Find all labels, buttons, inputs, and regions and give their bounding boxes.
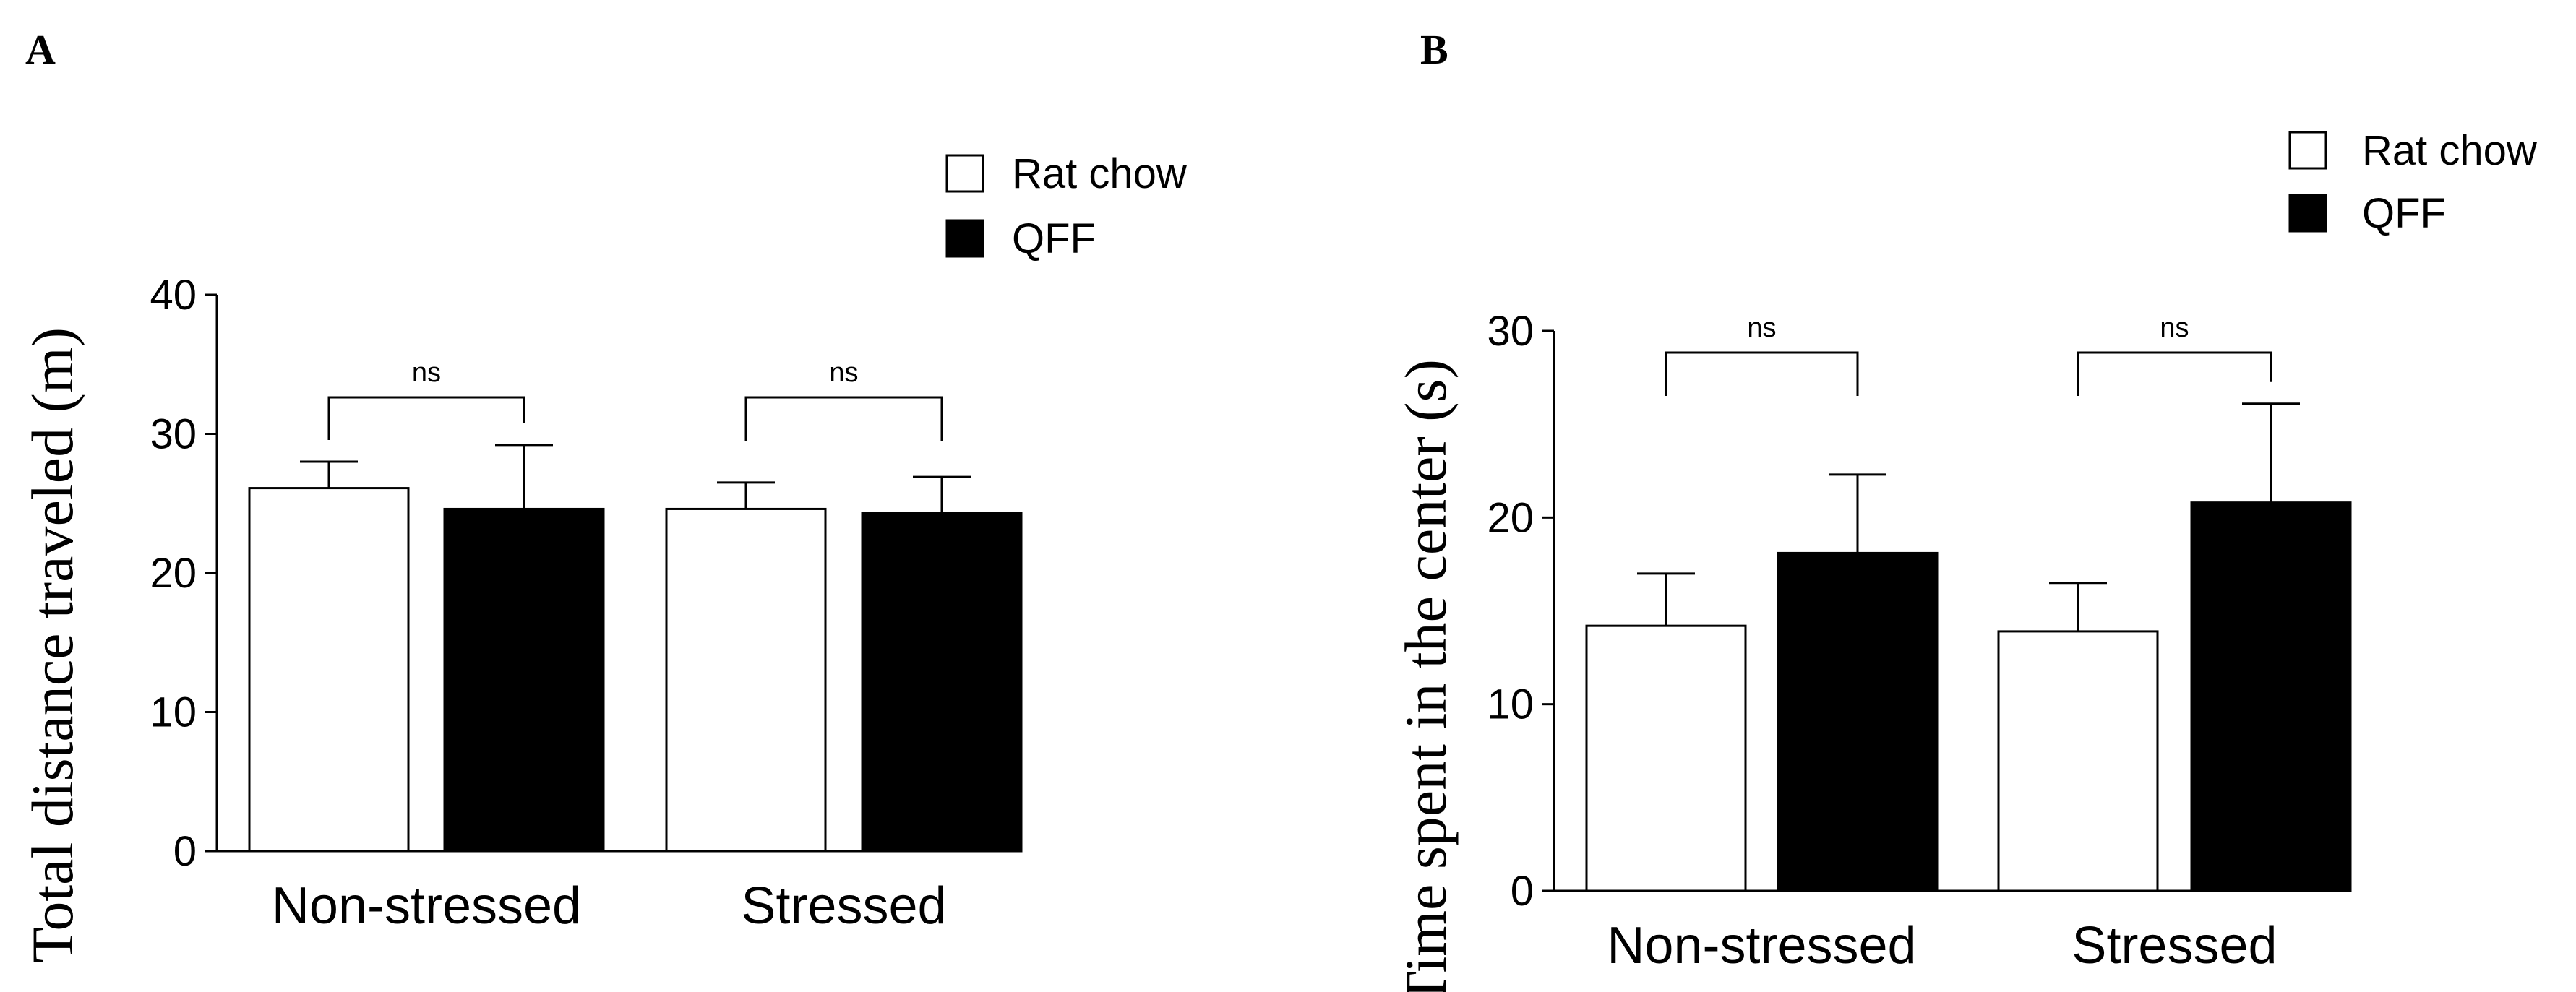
y-tick-label: 30	[150, 411, 197, 458]
significance-label: ns	[829, 358, 858, 388]
legend-label: QFF	[2362, 190, 2446, 237]
y-tick-label: 40	[150, 272, 197, 319]
significance-bracket	[1665, 351, 1859, 396]
bar-non-stressed-rat-chow	[248, 487, 410, 853]
legend-label: Rat chow	[1012, 150, 1188, 197]
legend-swatch-rat-chow	[945, 154, 984, 193]
y-tick-label: 10	[150, 689, 197, 736]
bar-stressed-qff	[2190, 501, 2352, 892]
y-tick-label: 10	[1487, 681, 1534, 728]
significance-label: ns	[1747, 313, 1776, 343]
significance-bracket	[327, 396, 525, 440]
bar-stressed-rat-chow	[1997, 630, 2159, 892]
legend-swatch-rat-chow	[2288, 131, 2327, 170]
significance-label: ns	[2160, 313, 2189, 343]
bar-non-stressed-qff	[1777, 551, 1939, 892]
chart-panel-b: 0 10 20 30 Time spent in the center (s) Non-s…	[1393, 127, 2538, 992]
y-tick-label: 20	[150, 550, 197, 597]
legend-label: QFF	[1012, 215, 1096, 262]
y-axis-title: Total distance traveled (m)	[20, 327, 85, 963]
significance-label: ns	[412, 358, 441, 388]
bar-stressed-rat-chow	[665, 507, 827, 853]
panel-label-a: A	[25, 26, 56, 73]
x-category-label: Non-stressed	[272, 877, 581, 935]
x-category-label: Stressed	[741, 877, 946, 935]
bar-non-stressed-rat-chow	[1585, 624, 1747, 892]
y-tick-label: 0	[173, 828, 197, 875]
x-category-label: Stressed	[2071, 917, 2277, 975]
y-tick-label: 20	[1487, 494, 1534, 541]
significance-bracket	[744, 396, 943, 441]
significance-bracket	[2077, 351, 2272, 396]
legend-swatch-qff	[945, 219, 984, 258]
bar-non-stressed-qff	[443, 507, 605, 853]
chart-panel-a: 0 10 20 30 40 Total distance traveled (m) Non-…	[20, 150, 1188, 963]
legend-swatch-qff	[2288, 194, 2327, 233]
bar-stressed-qff	[861, 512, 1023, 853]
y-tick-label: 30	[1487, 308, 1534, 355]
x-category-label: Non-stressed	[1607, 917, 1916, 975]
panel-label-b: B	[1420, 26, 1448, 73]
y-tick-label: 0	[1511, 868, 1534, 915]
y-axis-title: Time spent in the center (s)	[1393, 359, 1459, 992]
legend-label: Rat chow	[2362, 127, 2538, 174]
